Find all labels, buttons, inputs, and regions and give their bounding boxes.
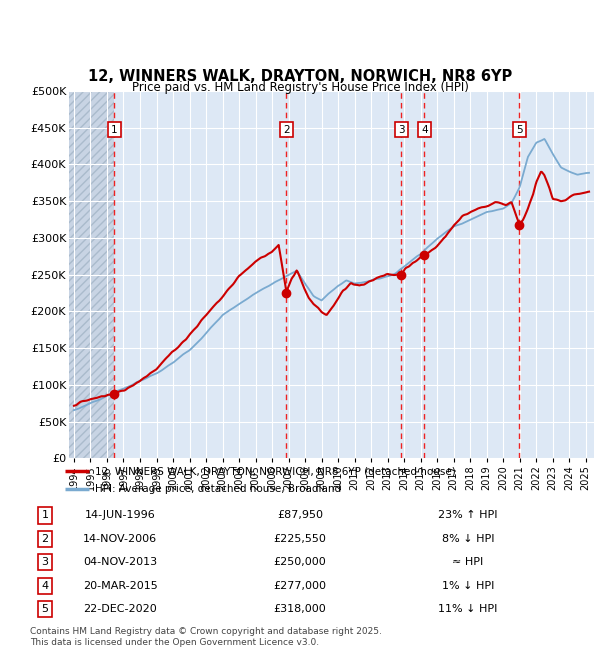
Text: 2: 2 <box>41 534 49 544</box>
Text: HPI: Average price, detached house, Broadland: HPI: Average price, detached house, Broa… <box>95 484 341 493</box>
Text: £87,950: £87,950 <box>277 510 323 521</box>
Text: 5: 5 <box>41 604 49 614</box>
Bar <box>69 91 115 458</box>
Text: £318,000: £318,000 <box>274 604 326 614</box>
Text: £250,000: £250,000 <box>274 557 326 567</box>
Text: 12, WINNERS WALK, DRAYTON, NORWICH, NR8 6YP: 12, WINNERS WALK, DRAYTON, NORWICH, NR8 … <box>88 69 512 84</box>
Text: 3: 3 <box>398 125 405 135</box>
Text: 14-NOV-2006: 14-NOV-2006 <box>83 534 157 544</box>
Text: 4: 4 <box>421 125 428 135</box>
Text: £225,550: £225,550 <box>274 534 326 544</box>
Text: Contains HM Land Registry data © Crown copyright and database right 2025.
This d: Contains HM Land Registry data © Crown c… <box>30 627 382 647</box>
Text: 8% ↓ HPI: 8% ↓ HPI <box>442 534 494 544</box>
Text: 3: 3 <box>41 557 49 567</box>
Text: 1: 1 <box>111 125 118 135</box>
Text: Price paid vs. HM Land Registry's House Price Index (HPI): Price paid vs. HM Land Registry's House … <box>131 81 469 94</box>
Text: 22-DEC-2020: 22-DEC-2020 <box>83 604 157 614</box>
Text: 1: 1 <box>41 510 49 521</box>
Text: £277,000: £277,000 <box>274 580 326 591</box>
Text: 12, WINNERS WALK, DRAYTON, NORWICH, NR8 6YP (detached house): 12, WINNERS WALK, DRAYTON, NORWICH, NR8 … <box>95 466 455 476</box>
Text: 04-NOV-2013: 04-NOV-2013 <box>83 557 157 567</box>
Text: 1% ↓ HPI: 1% ↓ HPI <box>442 580 494 591</box>
Text: 20-MAR-2015: 20-MAR-2015 <box>83 580 157 591</box>
Text: 2: 2 <box>283 125 290 135</box>
Text: ≈ HPI: ≈ HPI <box>452 557 484 567</box>
Text: 11% ↓ HPI: 11% ↓ HPI <box>439 604 497 614</box>
Text: 14-JUN-1996: 14-JUN-1996 <box>85 510 155 521</box>
Text: 23% ↑ HPI: 23% ↑ HPI <box>438 510 498 521</box>
Text: 4: 4 <box>41 580 49 591</box>
Text: 5: 5 <box>516 125 523 135</box>
